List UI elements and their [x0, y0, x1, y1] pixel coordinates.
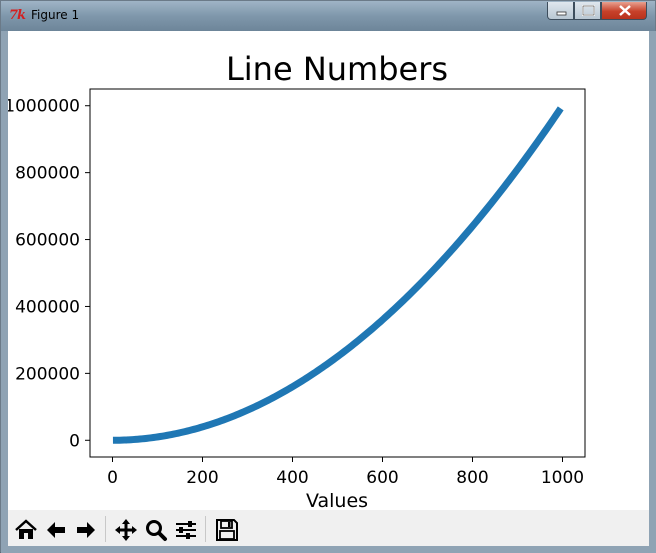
toolbar-separator: [105, 516, 106, 542]
home-icon: [15, 519, 37, 539]
plot-area: [89, 88, 586, 458]
zoom-button[interactable]: [142, 516, 170, 544]
y-tick-label: 1000000: [8, 97, 80, 117]
close-icon: [619, 5, 631, 16]
y-axis-ticks: 0 200000 400000 600000 800000 1000000: [8, 97, 90, 451]
y-tick-label: 400000: [15, 297, 80, 317]
x-tick-label: 400: [276, 468, 308, 488]
configure-subplots-button[interactable]: [172, 516, 200, 544]
x-tick-label: 1000: [541, 468, 584, 488]
navigation-toolbar: [8, 510, 649, 546]
title-bar[interactable]: 7k Figure 1: [1, 1, 655, 31]
x-axis-label: Values: [306, 490, 368, 510]
back-button[interactable]: [42, 516, 70, 544]
y-tick-label: 200000: [15, 364, 80, 384]
pan-button[interactable]: [112, 516, 140, 544]
save-button[interactable]: [213, 516, 241, 544]
sliders-icon: [176, 521, 196, 539]
y-tick-label: 0: [69, 431, 80, 451]
line-chart[interactable]: Line Numbers 0 200 400 600 800 1000 0 200000 40…: [8, 31, 649, 510]
window-frame-left: [1, 31, 8, 553]
home-button[interactable]: [12, 516, 40, 544]
close-button[interactable]: [601, 2, 647, 20]
maximize-button[interactable]: [574, 2, 601, 20]
tk-app-icon: 7k: [9, 8, 26, 23]
y-tick-label: 800000: [15, 164, 80, 184]
chart-title: Line Numbers: [226, 50, 448, 88]
x-axis-ticks: 0 200 400 600 800 1000: [107, 457, 584, 488]
x-tick-label: 200: [186, 468, 218, 488]
arrow-left-icon: [47, 522, 65, 538]
x-tick-label: 0: [107, 468, 118, 488]
maximize-icon: [582, 5, 595, 16]
figure-canvas-area: Line Numbers 0 200 400 600 800 1000 0 200000 40…: [8, 31, 649, 546]
move-icon: [115, 519, 137, 541]
series-line: [111, 106, 564, 444]
x-tick-label: 800: [456, 468, 488, 488]
window-title: Figure 1: [31, 8, 80, 22]
magnifier-icon: [146, 520, 167, 541]
floppy-disk-icon: [216, 519, 238, 541]
y-tick-label: 600000: [15, 231, 80, 251]
arrow-right-icon: [77, 522, 95, 538]
window-frame-bottom: [1, 546, 656, 553]
window-frame-right: [649, 31, 656, 553]
minimize-icon: [556, 11, 567, 16]
forward-button[interactable]: [72, 516, 100, 544]
minimize-button[interactable]: [547, 2, 574, 20]
x-tick-label: 600: [366, 468, 398, 488]
toolbar-separator: [205, 516, 206, 542]
